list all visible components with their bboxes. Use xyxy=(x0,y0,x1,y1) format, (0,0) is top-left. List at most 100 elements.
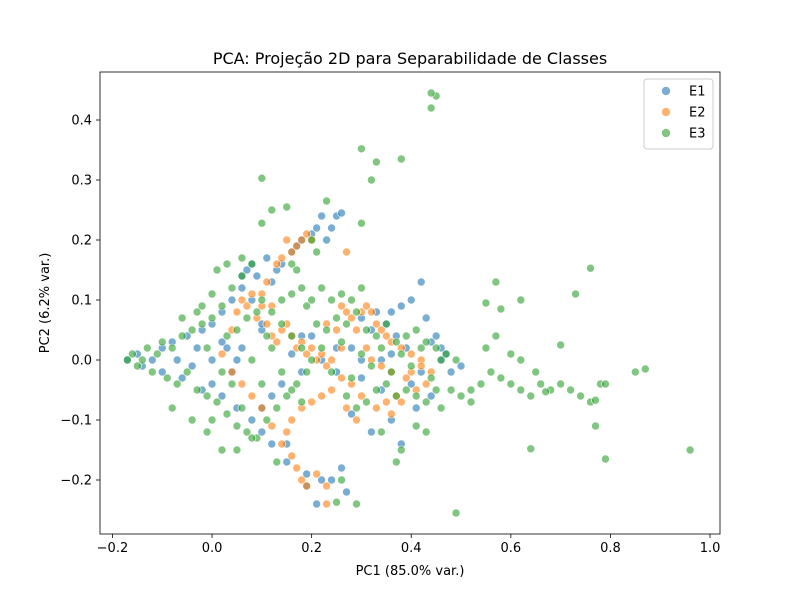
point-E2-52 xyxy=(327,385,336,395)
point-E1-32 xyxy=(302,469,311,479)
point-E2-60 xyxy=(292,463,302,473)
point-E3-31 xyxy=(277,319,287,329)
point-E2-79 xyxy=(347,313,356,323)
point-E3-55 xyxy=(486,367,496,377)
point-E1-41 xyxy=(307,331,316,341)
point-E2-66 xyxy=(257,403,267,413)
point-E3-20 xyxy=(222,409,232,419)
point-E3-57 xyxy=(506,379,516,389)
point-E3-138 xyxy=(382,319,391,329)
point-E3-16 xyxy=(202,391,212,401)
point-E3-162 xyxy=(242,313,252,323)
point-E3-49 xyxy=(426,373,436,383)
point-E1-20 xyxy=(247,415,257,425)
point-E2-0 xyxy=(217,349,227,359)
point-E3-36 xyxy=(302,367,311,377)
point-E3-103 xyxy=(591,421,600,431)
chart-title: PCA: Projeção 2D para Separabilidade de … xyxy=(213,49,607,68)
point-E1-63 xyxy=(337,463,346,473)
point-E2-28 xyxy=(277,253,287,263)
point-E1-43 xyxy=(347,343,356,353)
point-E3-34 xyxy=(292,379,302,389)
point-E3-69 xyxy=(516,355,526,365)
point-E3-136 xyxy=(362,325,371,335)
point-E1-73 xyxy=(237,343,247,353)
point-E1-40 xyxy=(317,475,326,485)
point-E1-14 xyxy=(217,391,227,401)
point-E2-26 xyxy=(302,229,311,239)
point-E3-60 xyxy=(536,379,546,389)
point-E3-110 xyxy=(352,499,361,509)
y-tick-label: 0.4 xyxy=(71,114,92,129)
series-E1 xyxy=(123,208,466,509)
point-E1-39 xyxy=(337,208,346,218)
point-E1-16 xyxy=(227,295,237,305)
point-E2-74 xyxy=(396,397,406,407)
point-E2-29 xyxy=(272,259,282,269)
point-E1-89 xyxy=(312,499,321,509)
point-E1-26 xyxy=(267,439,277,449)
point-E2-72 xyxy=(372,403,381,413)
point-E2-62 xyxy=(302,481,311,491)
point-E2-4 xyxy=(242,301,252,311)
point-E3-96 xyxy=(571,289,580,299)
point-E3-40 xyxy=(337,337,346,347)
point-E3-73 xyxy=(426,103,436,113)
point-E1-34 xyxy=(312,223,321,233)
point-E3-115 xyxy=(466,385,476,395)
point-E3-153 xyxy=(411,391,421,401)
point-E3-154 xyxy=(421,397,431,407)
point-E1-62 xyxy=(347,409,356,419)
point-E2-3 xyxy=(237,295,247,305)
point-E3-41 xyxy=(347,373,356,383)
point-E1-48 xyxy=(396,301,406,311)
point-E3-48 xyxy=(416,343,426,353)
point-E1-61 xyxy=(367,427,376,437)
point-E3-145 xyxy=(451,355,461,365)
point-E3-97 xyxy=(556,340,565,350)
point-E1-47 xyxy=(387,307,396,317)
point-E2-36 xyxy=(372,319,381,329)
point-E3-177 xyxy=(347,295,356,305)
point-E3-6 xyxy=(152,349,162,359)
point-E3-44 xyxy=(377,343,386,353)
point-E1-68 xyxy=(287,349,297,359)
point-E3-81 xyxy=(282,202,292,212)
point-E3-101 xyxy=(685,445,695,455)
point-E3-123 xyxy=(197,301,207,311)
point-E3-118 xyxy=(202,427,212,437)
legend-marker-E2 xyxy=(661,107,671,117)
point-E3-25 xyxy=(247,259,257,269)
point-E3-80 xyxy=(322,196,331,206)
point-E3-100 xyxy=(601,379,610,389)
point-E3-15 xyxy=(197,319,207,329)
point-E3-21 xyxy=(227,283,237,293)
point-E3-14 xyxy=(192,385,202,395)
point-E1-19 xyxy=(242,265,252,275)
point-E3-4 xyxy=(143,343,152,353)
point-E3-117 xyxy=(187,415,197,425)
point-E1-100 xyxy=(192,343,202,353)
point-E2-71 xyxy=(352,415,361,425)
point-E3-23 xyxy=(237,271,247,281)
point-E3-56 xyxy=(496,373,506,383)
point-E2-35 xyxy=(367,307,376,317)
point-E1-54 xyxy=(426,391,436,401)
point-E3-112 xyxy=(377,427,386,437)
point-E3-13 xyxy=(187,325,197,335)
legend: E1 E2 E3 xyxy=(643,78,714,150)
point-E3-5 xyxy=(147,367,157,377)
point-E2-58 xyxy=(277,439,287,449)
point-E3-7 xyxy=(157,337,167,347)
point-E3-70 xyxy=(531,367,541,377)
point-E3-156 xyxy=(167,403,177,413)
y-tick-label: 0.1 xyxy=(71,294,92,309)
point-E3-124 xyxy=(212,265,222,275)
point-E3-89 xyxy=(312,319,321,329)
point-E2-77 xyxy=(262,277,272,287)
point-E2-80 xyxy=(352,325,361,335)
point-E3-133 xyxy=(332,313,341,323)
point-E3-32 xyxy=(282,391,292,401)
point-E3-29 xyxy=(267,307,277,317)
point-E2-8 xyxy=(262,319,272,329)
